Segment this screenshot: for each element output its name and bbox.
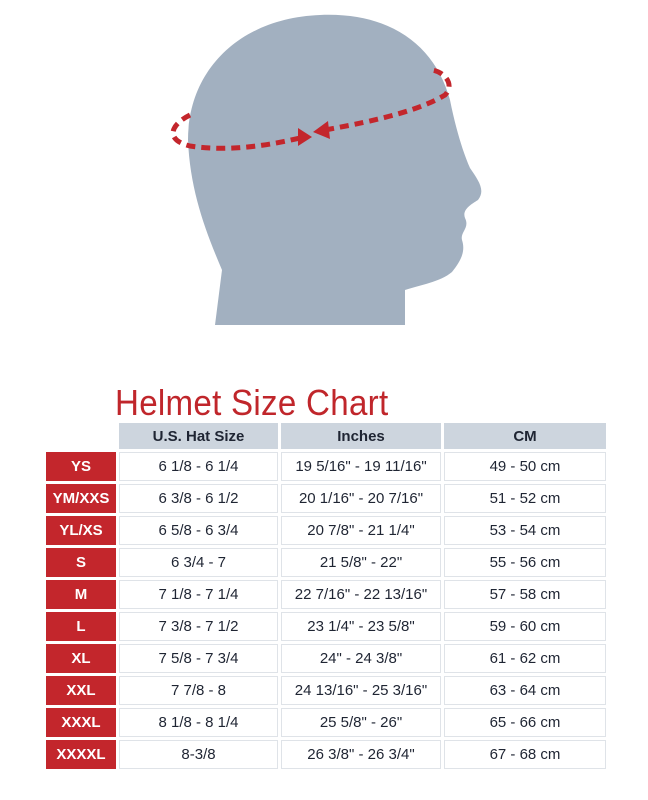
measure-loop-back (170, 112, 301, 151)
size-label: YM/XXS (46, 484, 116, 513)
inches-cell: 20 7/8" - 21 1/4" (281, 516, 441, 545)
inches-cell: 26 3/8" - 26 3/4" (281, 740, 441, 769)
table-row: XL 7 5/8 - 7 3/4 24" - 24 3/8" 61 - 62 cm (46, 644, 606, 673)
arrow-left-icon (313, 121, 330, 139)
cm-cell: 53 - 54 cm (444, 516, 606, 545)
head-silhouette (188, 14, 482, 326)
cm-cell: 49 - 50 cm (444, 452, 606, 481)
cm-cell: 65 - 66 cm (444, 708, 606, 737)
arrow-right-icon (298, 128, 312, 146)
inches-cell: 25 5/8" - 26" (281, 708, 441, 737)
size-table: U.S. Hat Size Inches CM YS 6 1/8 - 6 1/4 1… (43, 420, 609, 772)
hat-size-cell: 7 7/8 - 8 (119, 676, 278, 705)
hat-size-cell: 6 5/8 - 6 3/4 (119, 516, 278, 545)
table-row: XXXL 8 1/8 - 8 1/4 25 5/8" - 26" 65 - 66 cm (46, 708, 606, 737)
inches-cell: 21 5/8" - 22" (281, 548, 441, 577)
header-row: U.S. Hat Size Inches CM (46, 423, 606, 449)
hat-size-cell: 7 3/8 - 7 1/2 (119, 612, 278, 641)
inches-cell: 19 5/16" - 19 11/16" (281, 452, 441, 481)
size-label: XXXL (46, 708, 116, 737)
size-label: XL (46, 644, 116, 673)
cm-cell: 51 - 52 cm (444, 484, 606, 513)
inches-cell: 22 7/16" - 22 13/16" (281, 580, 441, 609)
size-label: XXL (46, 676, 116, 705)
inches-cell: 23 1/4" - 23 5/8" (281, 612, 441, 641)
inches-cell: 24 13/16" - 25 3/16" (281, 676, 441, 705)
header-cm: CM (444, 423, 606, 449)
header-blank (46, 423, 116, 449)
size-label: L (46, 612, 116, 641)
cm-cell: 59 - 60 cm (444, 612, 606, 641)
size-label: M (46, 580, 116, 609)
header-inches: Inches (281, 423, 441, 449)
hat-size-cell: 7 5/8 - 7 3/4 (119, 644, 278, 673)
size-label: YS (46, 452, 116, 481)
hat-size-cell: 6 3/4 - 7 (119, 548, 278, 577)
size-label: S (46, 548, 116, 577)
hat-size-cell: 6 3/8 - 6 1/2 (119, 484, 278, 513)
cm-cell: 61 - 62 cm (444, 644, 606, 673)
hat-size-cell: 8 1/8 - 8 1/4 (119, 708, 278, 737)
size-label: YL/XS (46, 516, 116, 545)
hat-size-cell: 8-3/8 (119, 740, 278, 769)
inches-cell: 24" - 24 3/8" (281, 644, 441, 673)
inches-cell: 20 1/16" - 20 7/16" (281, 484, 441, 513)
header-hat-size: U.S. Hat Size (119, 423, 278, 449)
cm-cell: 57 - 58 cm (444, 580, 606, 609)
hat-size-cell: 6 1/8 - 6 1/4 (119, 452, 278, 481)
table-row: XXXXL 8-3/8 26 3/8" - 26 3/4" 67 - 68 cm (46, 740, 606, 769)
head-circumference-icon (170, 14, 482, 326)
table-row: YS 6 1/8 - 6 1/4 19 5/16" - 19 11/16" 49 - … (46, 452, 606, 481)
table-row: YL/XS 6 5/8 - 6 3/4 20 7/8" - 21 1/4" 53 - … (46, 516, 606, 545)
table-row: YM/XXS 6 3/8 - 6 1/2 20 1/16" - 20 7/16" 51… (46, 484, 606, 513)
chart-title: Helmet Size Chart (115, 382, 389, 423)
cm-cell: 55 - 56 cm (444, 548, 606, 577)
cm-cell: 67 - 68 cm (444, 740, 606, 769)
table-row: XXL 7 7/8 - 8 24 13/16" - 25 3/16" 63 - 64 … (46, 676, 606, 705)
cm-cell: 63 - 64 cm (444, 676, 606, 705)
size-label: XXXXL (46, 740, 116, 769)
hat-size-cell: 7 1/8 - 7 1/4 (119, 580, 278, 609)
